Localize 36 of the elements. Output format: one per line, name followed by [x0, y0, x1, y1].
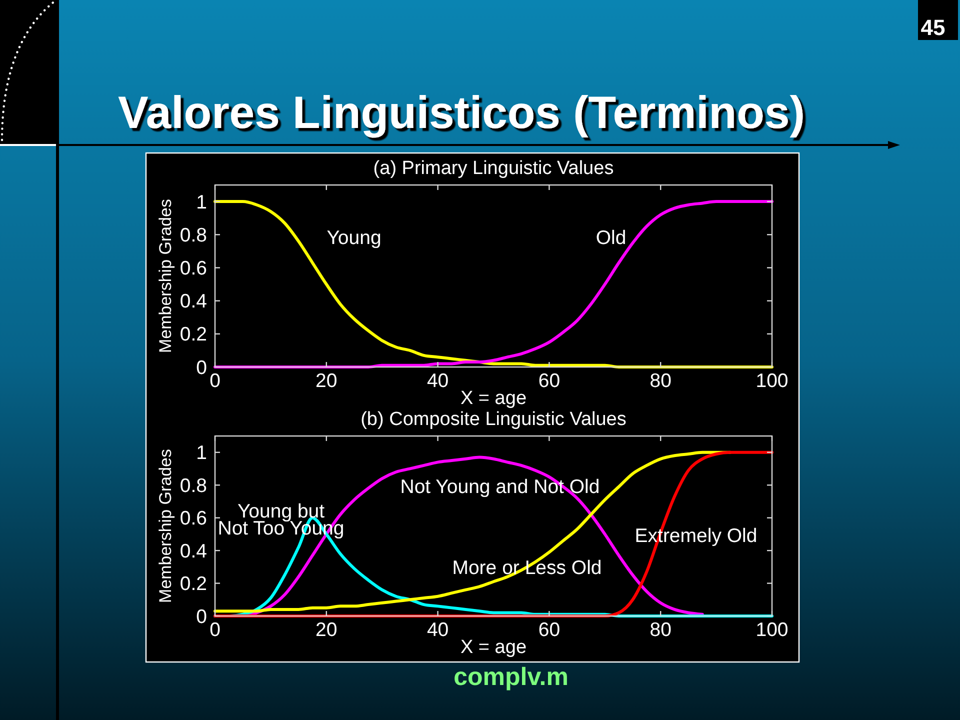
series-label: Not Young and Not Old — [400, 476, 600, 498]
x-tick-label: 80 — [650, 370, 672, 392]
x-tick-label: 60 — [538, 370, 560, 392]
y-tick-label: 1 — [196, 191, 207, 214]
x-tick-label: 60 — [538, 619, 560, 641]
x-tick-label: 40 — [426, 370, 449, 392]
y-tick-label: 0.6 — [180, 258, 207, 280]
y-tick-label: 0.4 — [180, 540, 208, 562]
text: Valores Linguisticos (Terminos) — [118, 87, 805, 138]
x-axis-title: X = age — [460, 388, 527, 409]
x-tick-label: 40 — [426, 619, 449, 641]
x-tick-label: 20 — [316, 370, 338, 392]
y-tick-label: 0.8 — [180, 224, 207, 246]
chart-title: (b) Composite Linguistic Values — [360, 409, 626, 430]
x-tick-label: 100 — [756, 619, 788, 641]
y-tick-label: 0.4 — [180, 290, 208, 313]
y-tick-label: 0.2 — [180, 573, 207, 596]
series-label: Old — [596, 226, 626, 249]
series-label: More or Less Old — [452, 556, 602, 579]
x-tick-label: 80 — [650, 619, 672, 641]
text: complv.m — [454, 663, 568, 691]
series-label: Young — [326, 226, 382, 249]
x-tick-label: 0 — [210, 619, 221, 641]
y-axis-title: Membership Grades — [156, 198, 175, 354]
y-tick-label: 0.8 — [180, 474, 207, 497]
y-tick-label: 0.2 — [180, 324, 207, 346]
chart-title: (a) Primary Linguistic Values — [373, 158, 614, 179]
y-tick-label: 0.6 — [180, 508, 207, 530]
x-tick-label: 20 — [316, 619, 338, 641]
y-axis-title: Membership Grades — [156, 448, 175, 604]
y-tick-label: 1 — [196, 442, 207, 464]
text: 45 — [920, 15, 946, 40]
x-tick-label: 100 — [756, 370, 788, 392]
x-axis-title: X = age — [460, 637, 527, 658]
x-tick-label: 0 — [210, 370, 221, 392]
line-series — [214, 200, 774, 368]
